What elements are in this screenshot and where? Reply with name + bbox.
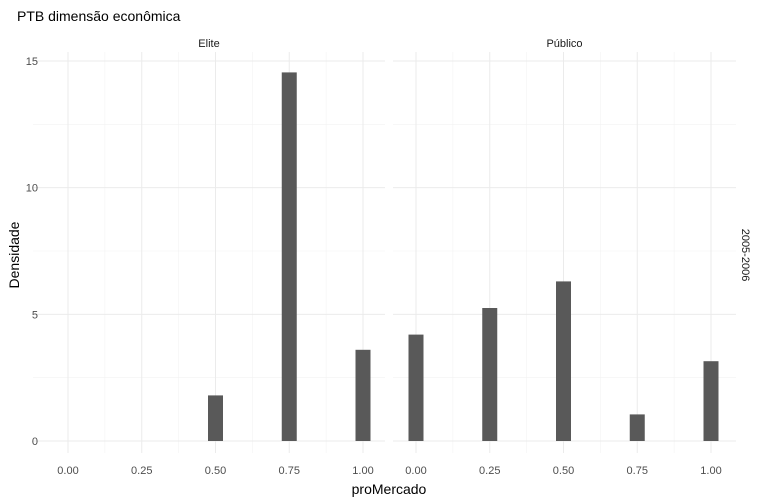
facet-panel-2: Público bbox=[393, 38, 736, 453]
x-axis-title: proMercado bbox=[352, 481, 427, 497]
x-tick-label: 0.75 bbox=[279, 465, 300, 477]
x-tick-label: 0.25 bbox=[131, 465, 152, 477]
y-axis-title: Densidade bbox=[6, 221, 22, 288]
x-tick-label: 0.50 bbox=[205, 465, 226, 477]
x-tick-label: 0.00 bbox=[405, 465, 426, 477]
bar-elite-2 bbox=[281, 72, 297, 442]
y-axis-ticks: 0 5 10 15 bbox=[26, 56, 38, 448]
y-tick-label: 5 bbox=[32, 309, 38, 321]
x-tick-label: 0.75 bbox=[627, 465, 648, 477]
bar-p-blico-2 bbox=[482, 308, 498, 441]
x-axis-ticks: 0.00 0.25 0.50 0.75 1.00 0.00 0.25 0.50 0.75 1.00 bbox=[57, 465, 721, 477]
facet-panel-1: Elite bbox=[33, 38, 385, 453]
y-tick-label: 0 bbox=[32, 436, 38, 448]
x-tick-label: 1.00 bbox=[700, 465, 721, 477]
bar-p-blico-5 bbox=[703, 361, 719, 441]
bar-elite-1 bbox=[208, 395, 223, 441]
facet-strip-label: Público bbox=[546, 38, 582, 50]
y-tick-label: 15 bbox=[26, 56, 38, 68]
bar-p-blico-3 bbox=[556, 281, 571, 441]
x-tick-label: 1.00 bbox=[352, 465, 373, 477]
x-tick-label: 0.50 bbox=[553, 465, 574, 477]
row-strip-label: 2005-2006 bbox=[739, 229, 751, 282]
x-tick-label: 0.25 bbox=[479, 465, 500, 477]
facet-strip-label: Elite bbox=[198, 38, 219, 50]
chart-title: PTB dimensão econômica bbox=[17, 8, 181, 24]
bar-p-blico-1 bbox=[408, 334, 424, 441]
bar-p-blico-4 bbox=[629, 414, 645, 441]
bar-elite-3 bbox=[355, 349, 371, 441]
y-tick-label: 10 bbox=[26, 183, 38, 195]
x-tick-label: 0.00 bbox=[57, 465, 78, 477]
facet-panels: Elite Público bbox=[33, 38, 736, 453]
